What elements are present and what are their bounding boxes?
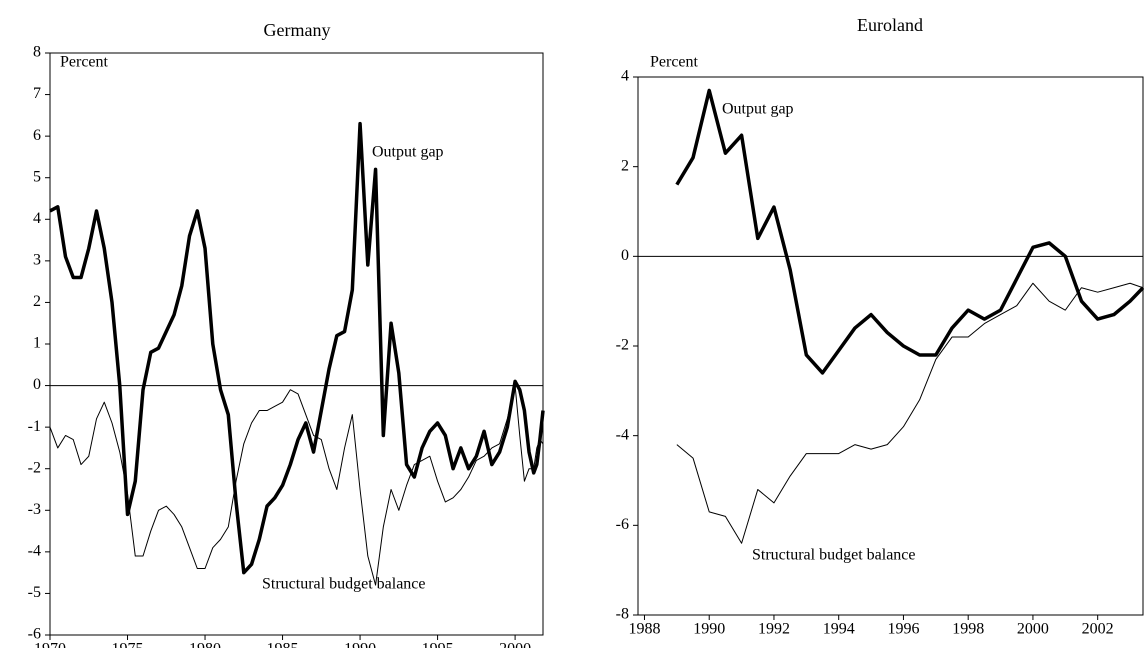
series-label: Output gap — [372, 144, 444, 161]
y-tick-label: -4 — [28, 543, 41, 560]
y-axis-label: Percent — [60, 54, 109, 71]
x-tick-label: 1995 — [422, 641, 454, 648]
x-tick-label: 2000 — [1017, 621, 1049, 638]
y-tick-label: -4 — [616, 426, 629, 443]
y-tick-label: 1 — [33, 335, 41, 352]
x-tick-label: 1975 — [112, 641, 144, 648]
y-tick-label: -8 — [616, 606, 629, 623]
series-line — [49, 121, 545, 575]
chart-title: Germany — [264, 20, 331, 40]
x-tick-label: 2002 — [1082, 621, 1114, 638]
y-tick-label: 0 — [621, 247, 629, 264]
x-tick-label: 1994 — [823, 621, 855, 638]
plot-frame — [637, 76, 1144, 616]
y-tick-label: 8 — [33, 44, 41, 61]
series-line — [49, 385, 544, 586]
plot-frame — [49, 52, 544, 636]
chart-title: Euroland — [857, 15, 923, 35]
y-tick-label: 4 — [33, 210, 41, 227]
y-tick-label: 3 — [33, 252, 41, 269]
x-tick-label: 1992 — [758, 621, 790, 638]
y-tick-label: 5 — [33, 168, 41, 185]
y-tick-label: -2 — [616, 337, 629, 354]
y-tick-label: -5 — [28, 584, 41, 601]
y-tick-label: 0 — [33, 376, 41, 393]
x-tick-label: 1990 — [344, 641, 376, 648]
y-tick-label: -3 — [28, 501, 41, 518]
y-axis-label: Percent — [650, 54, 699, 71]
series-label: Structural budget balance — [262, 576, 426, 593]
series-line — [675, 88, 1144, 375]
y-tick-label: -6 — [616, 516, 629, 533]
y-tick-label: -1 — [28, 418, 41, 435]
series-line — [676, 282, 1144, 544]
x-tick-label: 1996 — [887, 621, 919, 638]
y-tick-label: 2 — [621, 157, 629, 174]
y-tick-label: 7 — [33, 85, 41, 102]
x-tick-label: 1985 — [267, 641, 299, 648]
x-tick-label: 1990 — [693, 621, 725, 638]
x-tick-label: 1980 — [189, 641, 221, 648]
y-tick-label: 6 — [33, 127, 41, 144]
x-tick-label: 1998 — [952, 621, 984, 638]
y-tick-label: 2 — [33, 293, 41, 310]
y-tick-label: 4 — [621, 68, 629, 85]
x-tick-label: 1970 — [34, 641, 66, 648]
x-tick-label: 2000 — [499, 641, 531, 648]
y-tick-label: -6 — [28, 626, 41, 643]
y-tick-label: -2 — [28, 459, 41, 476]
x-tick-label: 1988 — [628, 621, 660, 638]
series-label: Output gap — [722, 101, 794, 118]
series-label: Structural budget balance — [752, 547, 916, 564]
